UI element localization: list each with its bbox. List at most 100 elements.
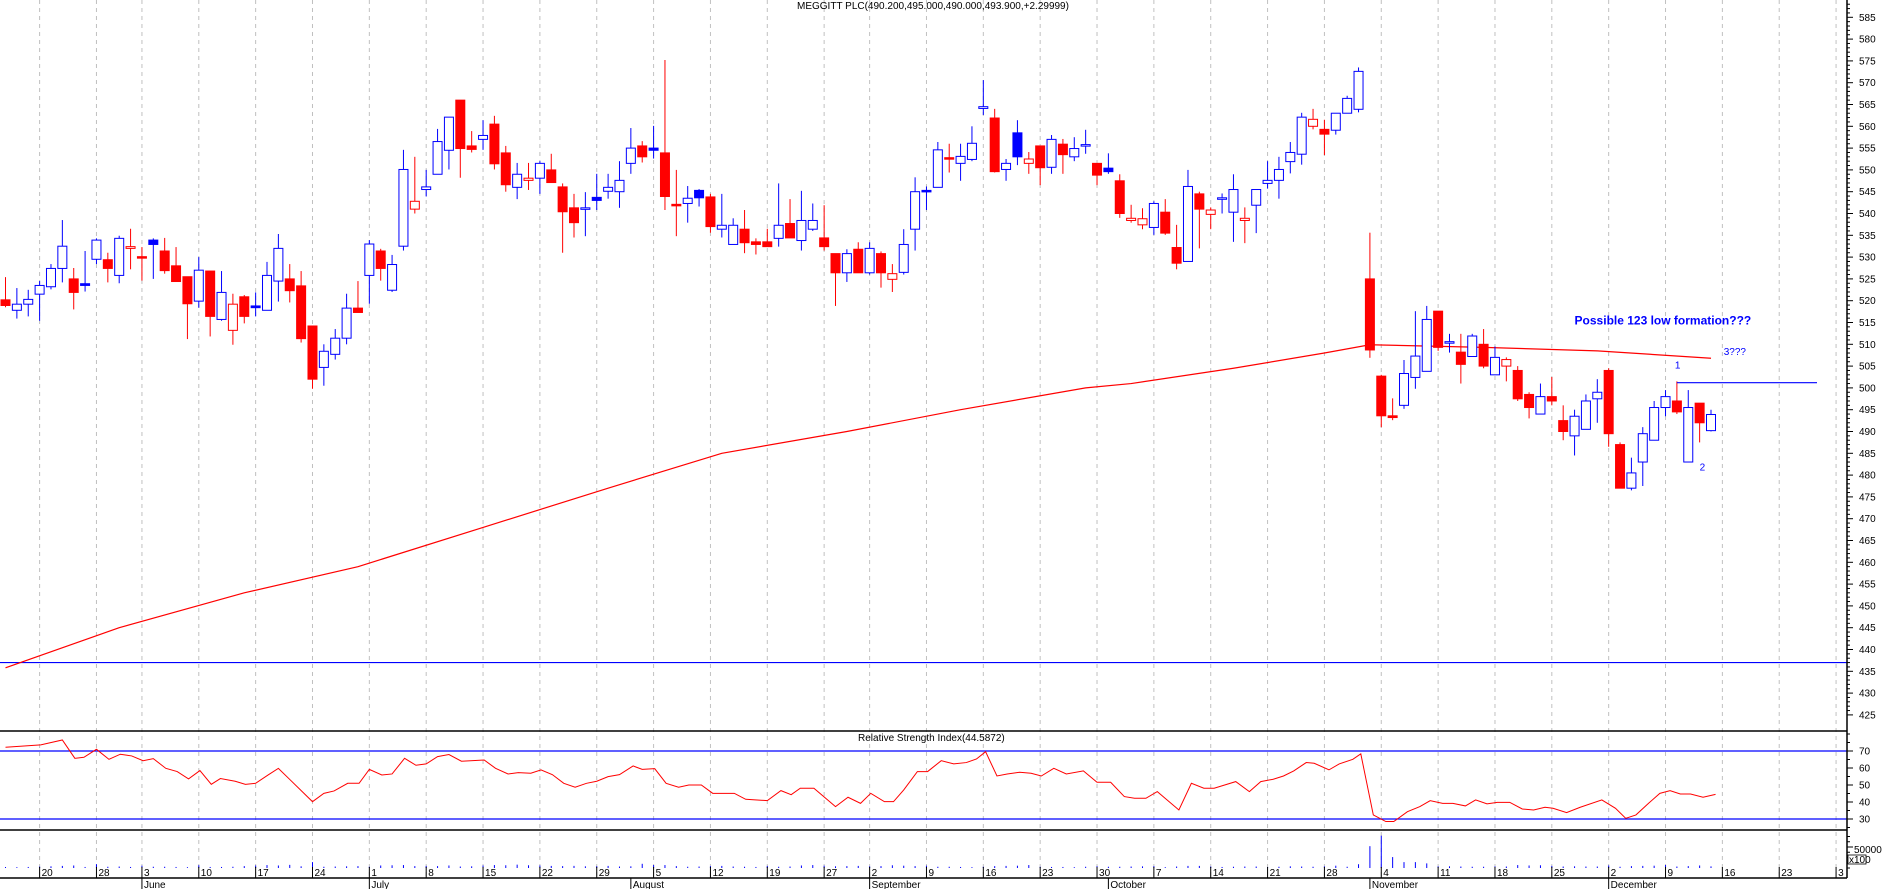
candle	[421, 169, 432, 197]
candle-body	[773, 224, 784, 239]
candle-body	[1478, 343, 1489, 367]
candle-body	[1615, 444, 1626, 489]
candle	[1444, 333, 1455, 353]
candle-body	[1273, 168, 1284, 181]
candle-body	[23, 298, 34, 305]
candle	[80, 250, 91, 292]
candle-body	[1546, 396, 1557, 402]
candle-body	[1262, 179, 1273, 184]
price-tick-label: 445	[1859, 623, 1876, 634]
rsi-line	[5, 739, 1716, 823]
price-tick-label: 460	[1859, 558, 1876, 569]
candle	[330, 329, 341, 360]
candle-body	[1080, 144, 1091, 147]
day-label: 3	[1838, 868, 1844, 879]
month-label: August	[633, 880, 664, 889]
candle	[1376, 374, 1387, 428]
candle-body	[569, 207, 579, 224]
candle	[1421, 305, 1432, 372]
candle-body	[352, 307, 363, 313]
candle	[341, 293, 352, 345]
candle-body	[921, 189, 932, 193]
candle	[262, 261, 273, 311]
candle-body	[534, 162, 545, 179]
candle-body	[546, 169, 557, 184]
annotation-point-3: 3???	[1724, 347, 1747, 358]
candle-body	[80, 283, 91, 286]
day-label: 10	[201, 868, 213, 879]
candle-body	[1205, 209, 1216, 215]
price-tick-label: 555	[1859, 144, 1876, 155]
candle-body	[716, 224, 727, 230]
candle-body	[296, 285, 307, 340]
candle-body	[318, 350, 329, 368]
candle-body	[819, 237, 830, 248]
candle	[1546, 377, 1557, 406]
price-tick-label: 495	[1859, 405, 1876, 416]
price-tick-label: 540	[1859, 209, 1876, 220]
day-label: 25	[1554, 868, 1566, 879]
candle-body	[1671, 400, 1682, 413]
candle-body	[1433, 310, 1444, 348]
candle	[1512, 366, 1523, 401]
candle	[352, 281, 363, 313]
price-tick-label: 485	[1859, 449, 1876, 460]
candle	[648, 125, 659, 159]
candle	[841, 249, 852, 282]
candle-body	[0, 299, 11, 306]
candle-body	[284, 278, 295, 292]
candle	[819, 205, 830, 251]
candle-body	[330, 337, 341, 355]
candle	[1615, 442, 1626, 489]
candle	[921, 186, 932, 211]
day-label: 28	[98, 868, 110, 879]
candle-body	[1092, 162, 1103, 176]
candle	[864, 242, 875, 275]
candle	[1103, 153, 1114, 174]
rsi-tick-label: 40	[1859, 798, 1871, 809]
candle	[807, 203, 818, 231]
candle	[512, 162, 523, 200]
month-label: July	[371, 880, 389, 889]
candle	[1455, 333, 1466, 384]
candle-body	[443, 116, 454, 151]
day-label: 16	[985, 868, 997, 879]
candle-body	[1330, 112, 1341, 131]
candle-body	[148, 239, 159, 245]
candle	[1148, 201, 1159, 235]
candle-body	[1160, 211, 1171, 234]
candle-body	[978, 106, 989, 109]
candle-body	[1137, 218, 1148, 226]
candle	[1057, 138, 1068, 174]
candle-body	[796, 219, 807, 242]
candle-body	[603, 186, 614, 192]
price-tick-label: 570	[1859, 78, 1876, 89]
candle	[1535, 383, 1546, 415]
candle	[432, 128, 443, 175]
candle-body	[512, 173, 523, 188]
candle-body	[1489, 356, 1500, 376]
candle	[1012, 120, 1023, 166]
candle	[1603, 368, 1614, 447]
candle	[1558, 405, 1569, 441]
candle	[398, 149, 409, 251]
candle	[978, 80, 989, 115]
candle-body	[1342, 97, 1353, 114]
day-label: 9	[1668, 868, 1674, 879]
candle	[1308, 108, 1319, 130]
candle	[853, 242, 864, 274]
candle-body	[102, 259, 113, 269]
price-tick-label: 520	[1859, 296, 1876, 307]
price-tick-label: 465	[1859, 536, 1876, 547]
candle	[944, 143, 955, 173]
candle	[489, 115, 500, 170]
candle	[1694, 402, 1705, 443]
candle-body	[955, 155, 966, 164]
candle	[1342, 95, 1353, 114]
candle	[1001, 159, 1012, 181]
candle	[1569, 409, 1580, 456]
candle	[1069, 137, 1080, 162]
candle-body	[1001, 162, 1012, 170]
candle	[1239, 207, 1250, 244]
